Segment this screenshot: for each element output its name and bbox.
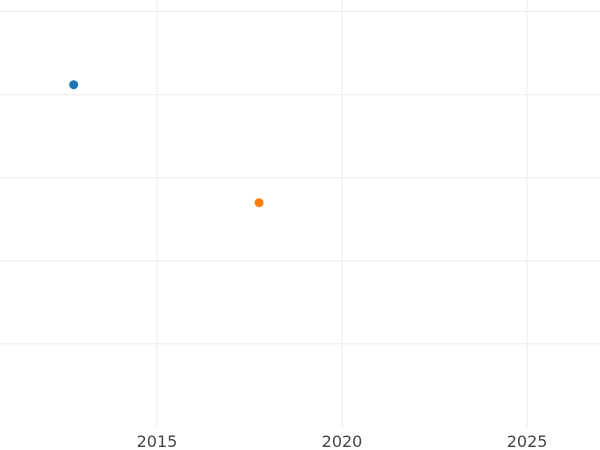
data-point — [254, 198, 264, 208]
x-tick-label: 2025 — [507, 432, 548, 450]
x-tick-label: 2015 — [137, 432, 178, 450]
data-point — [69, 80, 79, 90]
x-axis-ticks: 2015 2020 2025 — [137, 432, 548, 450]
x-tick-label: 2020 — [322, 432, 363, 450]
data-points — [69, 80, 264, 208]
gridlines — [0, 0, 600, 427]
